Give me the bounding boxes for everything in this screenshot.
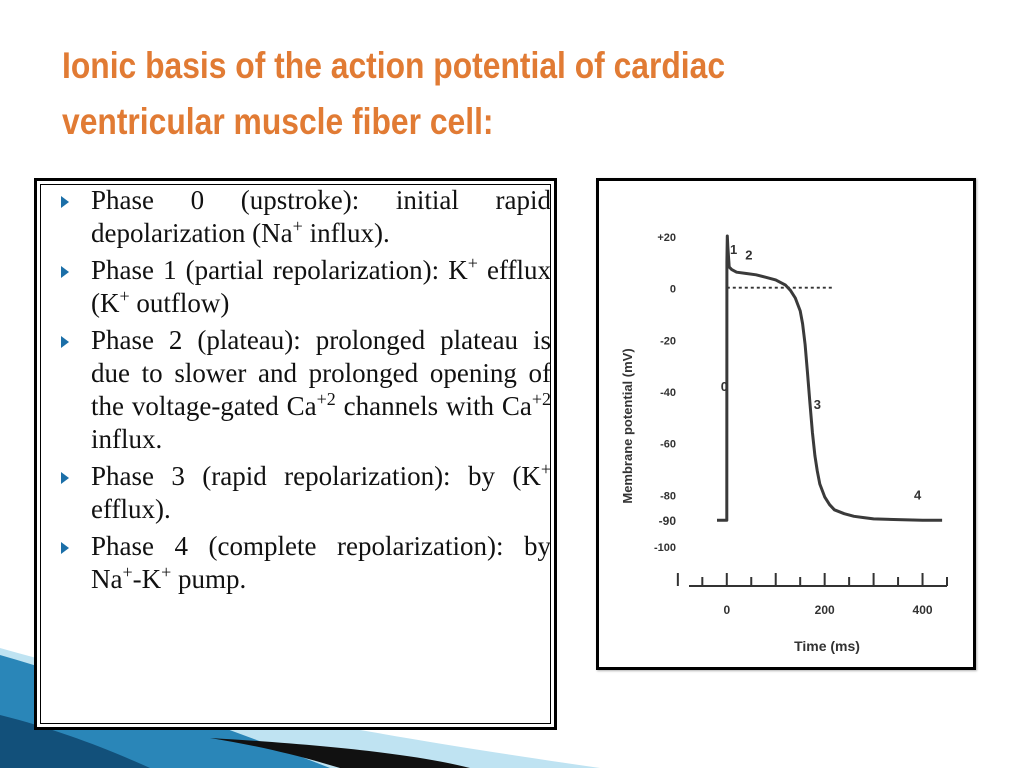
superscript: + [467, 253, 478, 273]
x-tick-label: 0 [723, 603, 730, 617]
bullet-text: channels with Ca [335, 391, 532, 421]
bullet-text: Phase 2 (plateau): prolonged plateau is … [91, 325, 551, 421]
y-tick-label: -40 [660, 387, 676, 399]
y-tick-label: -20 [660, 335, 676, 347]
title-line-1: Ionic basis of the action potential of c… [62, 45, 726, 86]
superscript: + [119, 286, 130, 306]
list-item: Phase 2 (plateau): prolonged plateau is … [59, 324, 551, 456]
y-axis-label: Membrane potential (mV) [620, 348, 635, 503]
bullet-text: Phase 0 (upstroke): initial rapid depola… [91, 185, 551, 248]
superscript: +2 [316, 389, 336, 409]
y-tick-label: -100 [654, 542, 676, 554]
bullet-arrow-icon [61, 542, 69, 554]
bullet-text: influx). [302, 218, 390, 248]
text-box-inner-border [40, 184, 551, 724]
x-axis-label: Time (ms) [794, 638, 860, 654]
bullet-arrow-icon [61, 196, 69, 208]
phase-label: 3 [814, 397, 821, 412]
superscript: +2 [531, 389, 551, 409]
superscript: + [540, 459, 551, 479]
bullet-arrow-icon [61, 336, 69, 348]
phase-text-box: Phase 0 (upstroke): initial rapid depola… [34, 178, 557, 730]
action-potential-chart: +20 0 -20 -40 -60 -80 -90 -100 0 200 400 0 1 2 3 4 Mem… [620, 232, 948, 654]
y-tick-label: +20 [657, 232, 676, 244]
x-tick-label: 400 [913, 603, 933, 617]
x-tick-label: 200 [815, 603, 835, 617]
y-tick-label: -80 [660, 490, 676, 502]
phase-label: 0 [721, 379, 728, 394]
chart-axes: +20 0 -20 -40 -60 -80 -90 -100 0 200 400 [654, 232, 948, 617]
bullet-text: influx. [91, 424, 163, 454]
phase-label: 1 [730, 242, 737, 257]
superscript: + [292, 216, 303, 236]
bullet-arrow-icon [61, 472, 69, 484]
bullet-text: efflux (K [91, 255, 551, 318]
list-item: Phase 1 (partial repolarization): K+ eff… [59, 254, 551, 320]
bullet-text: Phase 3 (rapid repolarization): by (K [91, 461, 541, 491]
phase-label: 2 [745, 247, 752, 262]
list-item: Phase 4 (complete repolarization): by Na… [59, 530, 551, 596]
y-tick-label: 0 [670, 284, 676, 296]
bullet-text: Phase 1 (partial repolarization): K [91, 255, 468, 285]
list-item: Phase 0 (upstroke): initial rapid depola… [59, 184, 551, 250]
y-tick-label: -90 [659, 514, 677, 528]
phase-list: Phase 0 (upstroke): initial rapid depola… [59, 184, 551, 600]
bullet-text: outflow) [129, 288, 230, 318]
page-title: Ionic basis of the action potential of c… [62, 38, 836, 150]
bullet-text: -K [132, 564, 162, 594]
wave-black-swoosh [210, 738, 470, 768]
y-tick-label: -60 [660, 439, 676, 451]
bullet-text: Phase 4 (complete repolarization): by Na [91, 531, 551, 594]
bullet-text: efflux). [91, 494, 171, 524]
superscript: + [161, 562, 172, 582]
bullet-text: pump. [171, 564, 247, 594]
phase-label: 4 [914, 488, 922, 503]
superscript: + [122, 562, 133, 582]
chart-marks: 0 1 2 3 4 [717, 234, 943, 522]
bullet-arrow-icon [61, 266, 69, 278]
title-line-2: ventricular muscle fiber cell: [62, 101, 494, 142]
action-potential-line [717, 234, 943, 522]
list-item: Phase 3 (rapid repolarization): by (K+ e… [59, 460, 551, 526]
